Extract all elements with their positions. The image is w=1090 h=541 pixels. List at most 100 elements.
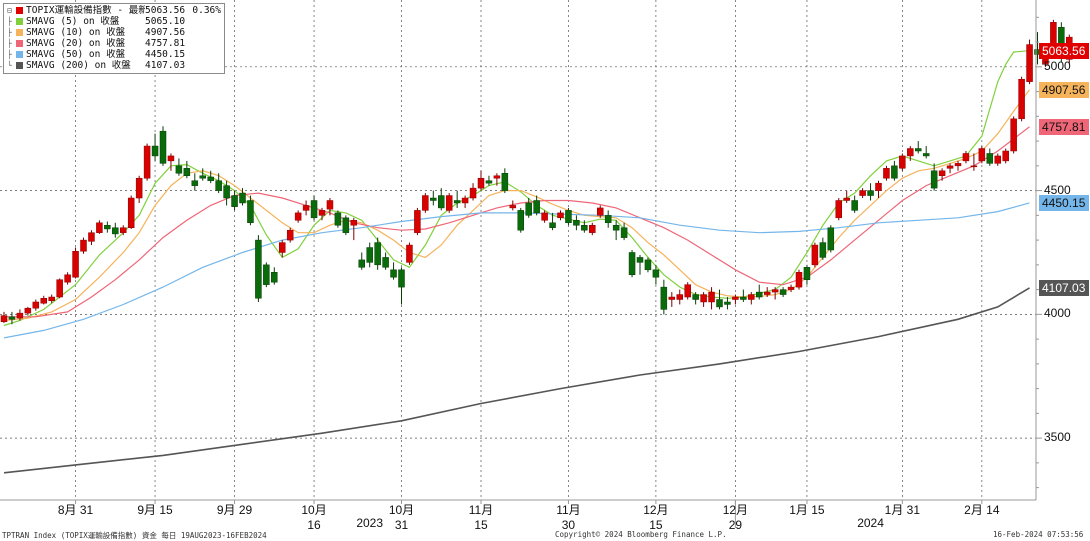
price-tag: 4907.56	[1039, 81, 1089, 98]
candle-body	[509, 205, 517, 209]
candle-body	[803, 267, 811, 280]
candle-body	[620, 227, 628, 238]
candle-body	[597, 207, 604, 216]
candle-body	[843, 197, 850, 201]
candle-body	[80, 239, 87, 252]
candle-body	[72, 250, 79, 278]
candle-body	[652, 269, 660, 278]
legend-swatch	[16, 62, 23, 69]
price-tag: 4450.15	[1039, 194, 1089, 211]
tree-branch-icon: ├	[7, 50, 12, 59]
candle-body	[438, 195, 445, 209]
x-tick-label: 1月 31	[884, 503, 921, 517]
year-label: 2023	[356, 516, 384, 530]
candle-body	[732, 296, 739, 300]
candle-body	[922, 153, 930, 157]
legend-row-sma50: ├ SMAVG (50) on 收盤 4450.15	[7, 49, 221, 60]
candle-body	[263, 264, 270, 285]
x-tick-label: 12月 15	[643, 503, 669, 532]
candle-body	[382, 257, 389, 268]
candle-body	[1002, 150, 1009, 162]
year-label: 2024	[857, 516, 884, 530]
legend-label: TOPIX運輸設備指數 - 最新價	[26, 5, 145, 16]
x-tick-label: 12月 29	[722, 503, 749, 532]
candle-body	[8, 316, 16, 320]
candle-body	[414, 210, 421, 233]
candle-body	[748, 294, 755, 300]
candle-body	[112, 227, 119, 235]
candle-body	[127, 197, 135, 228]
y-tick-label: 4500	[1044, 182, 1071, 197]
candle-body	[239, 192, 246, 204]
collapse-icon[interactable]: ⊟	[7, 6, 12, 15]
candle-body	[255, 239, 262, 299]
candle-body	[565, 210, 572, 224]
x-tick-label: 10月 31	[388, 503, 415, 532]
candle-body	[978, 148, 986, 162]
candle-body	[771, 289, 779, 293]
x-tick-label: 1月 15	[789, 503, 825, 517]
candle-body	[883, 168, 890, 179]
candle-body	[763, 291, 771, 295]
candle-body	[1018, 78, 1025, 120]
candle-body	[366, 247, 373, 263]
candlesticks	[0, 19, 1081, 325]
candle-body	[915, 148, 922, 152]
candle-body	[779, 289, 787, 295]
legend-swatch	[16, 51, 23, 58]
candle-body	[358, 259, 365, 268]
candle-body	[787, 286, 795, 290]
legend-change: 0.36%	[192, 5, 221, 16]
legend-label: SMAVG (200) on 收盤	[26, 60, 131, 71]
candle-body	[374, 242, 381, 266]
candle-body	[430, 197, 437, 201]
candle-body	[493, 175, 501, 179]
candle-body	[1026, 44, 1033, 82]
candle-body	[453, 200, 461, 204]
candle-body	[636, 257, 644, 263]
candle-body	[48, 296, 55, 301]
legend-row-main: ⊟ TOPIX運輸設備指數 - 最新價 5063.56 0.36%	[7, 5, 221, 16]
candle-body	[286, 229, 294, 241]
y-tick-label: 3500	[1044, 430, 1071, 445]
candle-body	[517, 210, 524, 231]
legend-row-sma5: ├ SMAVG (5) on 收盤 5065.10	[7, 16, 221, 27]
footer-copyright: Copyright© 2024 Bloomberg Finance L.P.	[555, 530, 727, 539]
tree-branch-icon: ├	[7, 28, 12, 37]
x-tick-label: 2月 14	[964, 503, 1000, 517]
x-tick-label: 8月 31	[57, 503, 94, 517]
candle-body	[501, 173, 509, 191]
candle-body	[302, 205, 310, 211]
candle-body	[207, 176, 214, 181]
candle-body	[938, 170, 946, 176]
candle-body	[406, 244, 413, 263]
candle-body	[350, 220, 358, 226]
legend-swatch	[16, 40, 23, 47]
legend-label: SMAVG (10) on 收盤	[26, 27, 126, 38]
candle-body	[533, 200, 540, 214]
candle-body	[716, 299, 723, 308]
legend-row-sma200: └ SMAVG (200) on 收盤 4107.03	[7, 60, 221, 71]
candle-body	[930, 170, 938, 189]
legend-value: 4907.56	[145, 27, 186, 38]
candle-body	[88, 232, 95, 242]
candle-body	[445, 195, 453, 211]
y-tick-label: 4000	[1044, 306, 1071, 321]
price-tag: 4107.03	[1039, 279, 1089, 296]
tree-branch-icon: ├	[7, 39, 12, 48]
candle-body	[811, 244, 819, 266]
legend-value: 4107.03	[145, 60, 186, 71]
legend-row-sma20: ├ SMAVG (20) on 收盤 4757.81	[7, 38, 221, 49]
candle-body	[573, 220, 580, 226]
candle-body	[962, 153, 970, 162]
candle-body	[970, 165, 978, 168]
candle-body	[899, 155, 906, 169]
candle-body	[461, 197, 469, 204]
candle-body	[676, 294, 683, 300]
candle-body	[557, 212, 564, 219]
candle-body	[143, 145, 151, 179]
price-tag: 4757.81	[1039, 118, 1089, 135]
candle-body	[644, 259, 652, 271]
tree-branch-icon: ├	[7, 17, 12, 26]
